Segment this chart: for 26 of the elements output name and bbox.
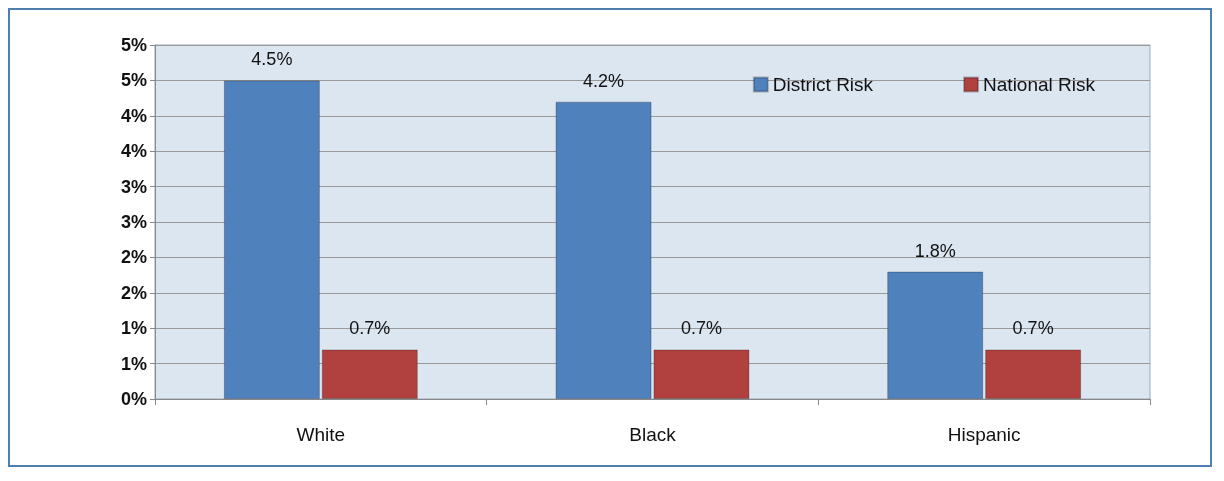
- data-label: 0.7%: [1012, 318, 1054, 339]
- y-tick-label: 4%: [120, 105, 147, 126]
- legend-label: District Risk: [772, 74, 874, 95]
- bar: [887, 271, 984, 399]
- data-label: 1.8%: [914, 240, 956, 261]
- bar: [223, 80, 320, 399]
- y-tick-label: 3%: [120, 212, 147, 232]
- y-tick-label: 0%: [120, 389, 147, 409]
- y-tick-label: 2%: [120, 247, 147, 268]
- bar: [985, 349, 1082, 399]
- data-label: 4.2%: [583, 70, 625, 91]
- y-tick-label: 5%: [120, 70, 147, 91]
- y-tick-label: 4%: [120, 141, 147, 162]
- legend-label: National Risk: [983, 74, 1096, 95]
- x-tick-label: Black: [629, 424, 677, 445]
- y-tick-label: 5%: [120, 35, 147, 55]
- x-tick-label: Hispanic: [947, 424, 1021, 445]
- data-label: 0.7%: [680, 318, 722, 339]
- y-tick-label: 1%: [120, 318, 147, 339]
- data-label: 4.5%: [251, 49, 293, 70]
- y-tick-label: 3%: [120, 176, 147, 197]
- y-tick-label: 2%: [120, 282, 147, 303]
- data-label: 0.7%: [349, 318, 391, 339]
- bar: [321, 349, 418, 399]
- y-tick-label: 1%: [120, 353, 147, 374]
- x-tick-label: White: [296, 424, 346, 445]
